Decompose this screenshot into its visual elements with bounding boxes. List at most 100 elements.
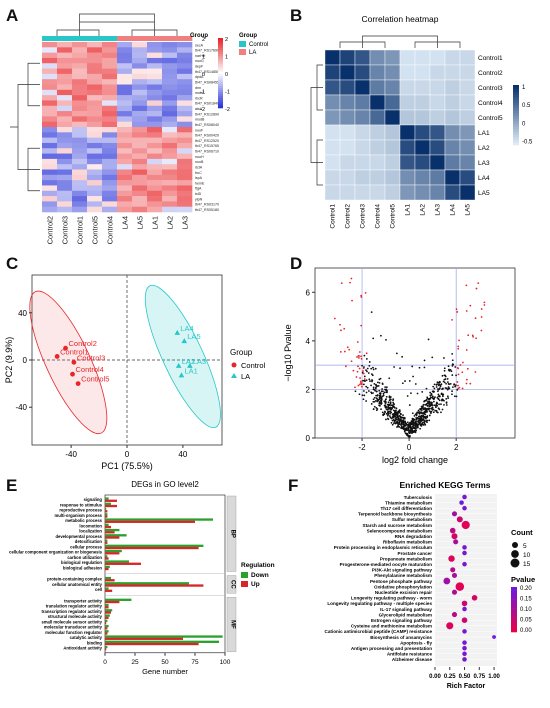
row-label: LA5 [478, 190, 490, 197]
heatmap-cell [57, 116, 73, 122]
column-label: LA1 [405, 204, 412, 216]
correlation-cell [429, 49, 446, 66]
volcano-point [403, 429, 406, 432]
heatmap-cell [177, 153, 193, 160]
colorbar-segment [513, 127, 519, 130]
heatmap-cell [132, 169, 148, 176]
volcano-point [444, 378, 447, 380]
volcano-point [428, 410, 431, 413]
heatmap-cell [72, 105, 88, 112]
row-label: tb47_RS00420 [195, 134, 219, 138]
volcano-point [428, 419, 431, 422]
volcano-point [423, 416, 425, 419]
heatmap-cell [87, 95, 103, 101]
group-bar-cell [117, 36, 133, 41]
heatmap-cell [102, 47, 118, 53]
bubble [449, 527, 456, 534]
heatmap-cell [117, 190, 133, 197]
heatmap-cell [132, 100, 148, 107]
x-tick-label: 0.25 [444, 674, 456, 680]
volcano-point [372, 392, 374, 394]
volcano-point [383, 410, 386, 413]
colorbar-segment [513, 135, 519, 138]
heatmap-cell [147, 132, 163, 138]
heatmap-cell [42, 137, 58, 144]
volcano-point [461, 371, 464, 374]
size-legend-marker [511, 541, 519, 549]
term-label: Glycerolipid metabolism [379, 612, 432, 617]
volcano-point [396, 413, 399, 415]
pca-point [71, 359, 77, 365]
heatmap-cell [117, 47, 133, 53]
heatmap-cell [87, 63, 103, 69]
volcano-point [358, 393, 361, 396]
heatmap-cell [132, 196, 148, 202]
colorbar-segment [218, 54, 223, 57]
colorbar-segment [218, 94, 223, 97]
bubble [462, 640, 467, 645]
correlation-cell [399, 79, 416, 96]
heatmap-cell [72, 121, 88, 128]
heatmap-cell [102, 63, 118, 69]
heatmap-cell [102, 127, 118, 133]
y-tick-label: 40 [18, 309, 27, 318]
heatmap-cell [147, 164, 163, 170]
bar-down [105, 555, 108, 558]
volcano-point [384, 386, 387, 389]
colorbar-segment [218, 88, 223, 91]
correlation-cell [414, 79, 431, 96]
volcano-point [445, 402, 448, 404]
y-tick-label: 2 [306, 385, 311, 394]
volcano-point [422, 408, 425, 411]
correlation-cell [324, 124, 341, 141]
bubble [451, 511, 458, 517]
row-label: tb47_RS08040 [195, 123, 219, 127]
size-legend-marker [511, 550, 519, 558]
heatmap-cell [162, 73, 178, 80]
volcano-point [387, 401, 390, 404]
heatmap-cell [87, 153, 103, 160]
heatmap-cell [117, 89, 133, 96]
colorbar-tick: 0 [225, 72, 228, 78]
legend-marker [231, 362, 237, 368]
volcano-point [429, 407, 431, 410]
colorbar-segment [513, 113, 519, 116]
volcano-point [445, 404, 448, 406]
volcano-point [431, 395, 434, 398]
row-label: secA [195, 43, 204, 47]
point-label: Control5 [81, 375, 109, 384]
correlation-cell [459, 109, 476, 126]
heatmap-cell [117, 196, 133, 202]
volcano-point [435, 403, 438, 405]
volcano-point [408, 423, 411, 426]
volcano-point [425, 408, 428, 411]
volcano-point [397, 418, 399, 421]
heatmap-cell [42, 206, 58, 213]
x-axis-label: log2 fold change [382, 455, 448, 465]
volcano-point [369, 380, 371, 382]
color-legend-segment [511, 608, 517, 611]
heatmap-cell [42, 105, 58, 112]
heatmap-cell [102, 100, 118, 107]
volcano-point [406, 429, 409, 432]
volcano-point [446, 395, 449, 398]
row-label: tb47_RS03170 [195, 203, 219, 207]
colorbar-segment [218, 48, 223, 51]
volcano-point [379, 395, 382, 397]
colorbar-segment [513, 111, 519, 114]
heatmap-cell [147, 169, 163, 176]
correlation-cell [369, 64, 386, 81]
volcano-point [403, 416, 405, 419]
volcano-point [483, 301, 486, 304]
bubble [461, 617, 468, 623]
heatmap-cell [117, 142, 133, 149]
heatmap-cell [132, 158, 148, 165]
volcano-point [447, 387, 450, 390]
category-label: multi-organism process [55, 513, 103, 518]
heatmap-cell [87, 132, 103, 138]
y-tick-label: 6 [306, 288, 311, 297]
bar-up [105, 515, 108, 518]
colorbar-segment [218, 58, 223, 61]
heatmap-cell [132, 132, 148, 138]
heatmap-cell [147, 105, 163, 112]
